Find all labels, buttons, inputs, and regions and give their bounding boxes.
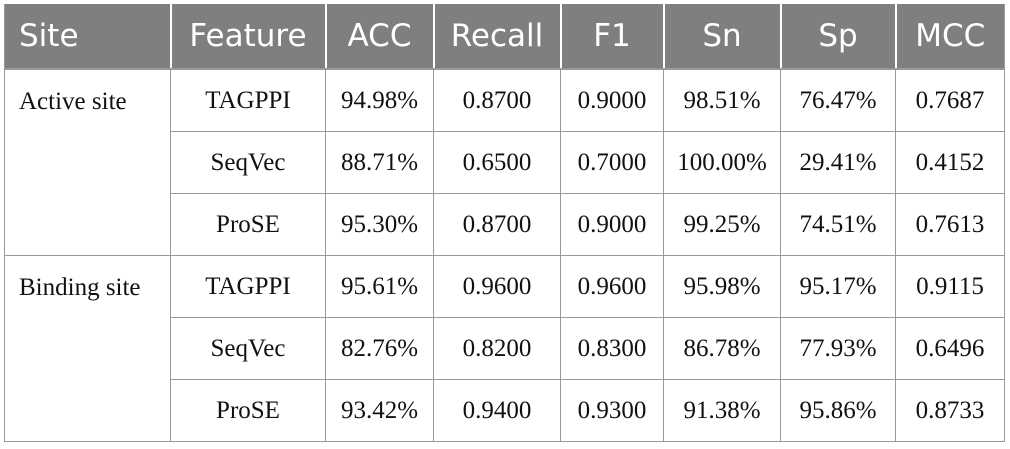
metric-cell: 98.51% (663, 68, 781, 132)
metric-cell: 0.6496 (895, 317, 1005, 380)
metric-cell: 95.98% (663, 255, 781, 318)
metric-cell: 82.76% (325, 317, 434, 380)
metric-cell: 0.9300 (560, 379, 664, 442)
feature-cell: SeqVec (170, 131, 326, 194)
metric-cell: 0.7000 (560, 131, 664, 194)
table-row: ProSE 93.42% 0.9400 0.9300 91.38% 95.86% 0.873… (5, 379, 1005, 442)
metric-cell: 0.7687 (895, 68, 1005, 132)
column-header: F1 (559, 4, 664, 70)
table-body: Active site TAGPPI 94.98% 0.8700 0.9000 98.51… (4, 68, 1005, 442)
metric-cell: 0.9600 (560, 255, 664, 318)
table-header: Site Feature ACC Recall F1 Sn Sp MCC (4, 4, 1005, 70)
column-header: Sp (779, 4, 896, 70)
results-table: Site Feature ACC Recall F1 Sn Sp MCC Active sit… (4, 4, 1005, 442)
metric-cell: 29.41% (780, 131, 896, 194)
feature-cell: SeqVec (170, 317, 326, 380)
metric-cell: 0.7613 (895, 193, 1005, 256)
column-header: Recall (432, 4, 561, 70)
table-row: ProSE 95.30% 0.8700 0.9000 99.25% 74.51% 0.761… (5, 193, 1005, 256)
table-row: Active site TAGPPI 94.98% 0.8700 0.9000 98.51… (4, 68, 1005, 256)
metric-cell: 93.42% (325, 379, 434, 442)
column-header: Sn (662, 4, 781, 70)
metric-cell: 91.38% (663, 379, 781, 442)
metric-cell: 95.30% (325, 193, 434, 256)
metric-cell: 0.9400 (433, 379, 561, 442)
metric-cell: 0.8200 (433, 317, 561, 380)
metric-cell: 76.47% (780, 68, 896, 132)
metric-cell: 95.17% (780, 255, 896, 318)
metric-cell: 86.78% (663, 317, 781, 380)
metric-cell: 0.8700 (433, 68, 561, 132)
metric-cell: 0.4152 (895, 131, 1005, 194)
metric-cell: 74.51% (780, 193, 896, 256)
column-header: Site (4, 4, 171, 70)
metric-cell: 0.8300 (560, 317, 664, 380)
feature-cell: TAGPPI (170, 255, 326, 318)
table-row: SeqVec 82.76% 0.8200 0.8300 86.78% 77.93% 0.64… (5, 317, 1005, 380)
metric-cell: 99.25% (663, 193, 781, 256)
metric-cell: 77.93% (780, 317, 896, 380)
metric-cell: 0.9000 (560, 193, 664, 256)
metric-cell: 95.86% (780, 379, 896, 442)
feature-cell: ProSE (170, 193, 326, 256)
column-header: MCC (894, 4, 1005, 70)
header-row: Site Feature ACC Recall F1 Sn Sp MCC (4, 4, 1005, 70)
metric-cell: 100.00% (663, 131, 781, 194)
table-row: Binding site TAGPPI 95.61% 0.9600 0.9600 95.9… (4, 255, 1005, 442)
metric-cell: 0.9000 (560, 68, 664, 132)
metric-cell: 0.6500 (433, 131, 561, 194)
metric-cell: 0.9115 (895, 255, 1005, 318)
column-header: Feature (169, 4, 326, 70)
metric-cell: 88.71% (325, 131, 434, 194)
site-cell: Binding site (4, 255, 171, 442)
metric-cell: 0.9600 (433, 255, 561, 318)
metric-cell: 0.8733 (895, 379, 1005, 442)
column-header: ACC (324, 4, 434, 70)
metric-cell: 0.8700 (433, 193, 561, 256)
feature-cell: TAGPPI (170, 68, 326, 132)
feature-cell: ProSE (170, 379, 326, 442)
metric-cell: 95.61% (325, 255, 434, 318)
metric-cell: 94.98% (325, 68, 434, 132)
site-cell: Active site (4, 68, 171, 256)
